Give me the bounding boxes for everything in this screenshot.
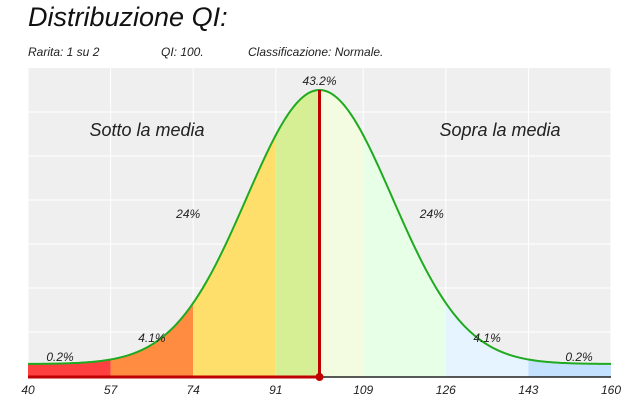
- band-percentage-label: 0.2%: [46, 350, 74, 364]
- distribution-band: [275, 90, 320, 377]
- classification-text: Classificazione: Normale.: [248, 45, 384, 59]
- band-percentage-label: 4.1%: [473, 331, 501, 345]
- peak-percentage-label: 43.2%: [302, 74, 336, 88]
- x-tick-label: 143: [518, 383, 538, 397]
- band-percentage-labels: 0.2% 4.1% 24% 24% 4.1% 0.2%: [46, 207, 593, 364]
- x-tick-label: 160: [601, 383, 621, 397]
- rarity-text: Rarita: 1 su 2: [28, 45, 100, 59]
- band-percentage-label: 4.1%: [138, 331, 166, 345]
- band-percentage-label: 0.2%: [565, 350, 593, 364]
- x-tick-label: 40: [21, 383, 35, 397]
- score-marker-dot: [315, 373, 324, 381]
- below-average-label: Sotto la media: [89, 120, 204, 140]
- x-tick-label: 57: [104, 383, 119, 397]
- distribution-band: [319, 90, 364, 377]
- x-tick-label: 126: [436, 383, 456, 397]
- x-tick-label: 91: [269, 383, 282, 397]
- chart-title: Distribuzione QI:: [28, 2, 228, 32]
- distribution-band: [445, 303, 529, 377]
- x-tick-label: 109: [353, 383, 373, 397]
- distribution-bands: [28, 90, 611, 377]
- x-axis-ticks: 40 57 74 91 109 126 143 160: [21, 383, 621, 397]
- band-percentage-label: 24%: [419, 207, 444, 221]
- band-percentage-label: 24%: [175, 207, 200, 221]
- iq-score-text: QI: 100.: [161, 45, 204, 59]
- distribution-band: [363, 135, 446, 377]
- x-tick-label: 74: [187, 383, 201, 397]
- distribution-band: [193, 135, 276, 377]
- distribution-band: [110, 303, 194, 377]
- above-average-label: Sopra la media: [439, 120, 560, 140]
